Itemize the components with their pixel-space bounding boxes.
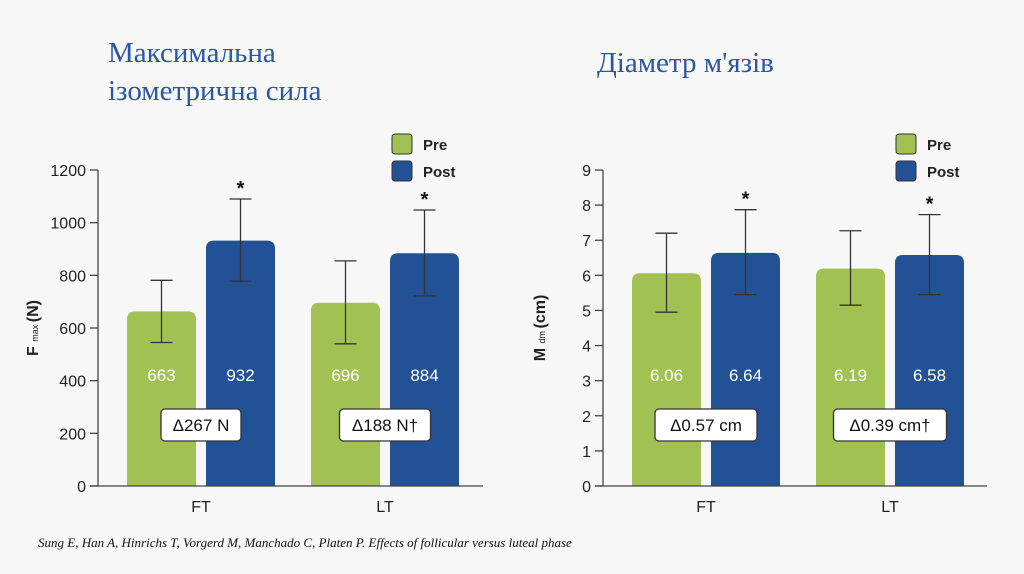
x-tick-label: FT xyxy=(696,499,716,516)
significance-marker: * xyxy=(421,189,429,211)
data-label: 6.58 xyxy=(913,366,946,385)
legend-label-post: Post xyxy=(927,164,960,181)
y-tick-label: 8 xyxy=(582,198,591,215)
bar-pre-ft xyxy=(127,311,196,486)
y-tick-label: 7 xyxy=(582,233,591,250)
legend-label-post: Post xyxy=(423,164,456,181)
y-label-unit: (cm) xyxy=(532,295,549,329)
x-tick-label: LT xyxy=(376,499,394,516)
data-label: 6.06 xyxy=(650,366,683,385)
title-line-1: Максимальна xyxy=(108,37,276,69)
y-tick-label: 0 xyxy=(582,479,591,496)
y-label-sub: dm xyxy=(537,328,547,343)
y-tick-label: 800 xyxy=(59,268,86,285)
delta-label: Δ0.39 cm† xyxy=(849,416,930,435)
y-label-main: M xyxy=(532,344,549,362)
legend-swatch-post xyxy=(391,160,413,182)
y-tick-label: 1200 xyxy=(50,163,86,180)
data-label: 884 xyxy=(410,366,438,385)
delta-box xyxy=(832,408,948,442)
x-tick-label: LT xyxy=(881,499,899,516)
y-tick-label: 1 xyxy=(582,444,591,461)
y-tick-label: 2 xyxy=(582,409,591,426)
delta-label: Δ0.57 cm xyxy=(670,416,742,435)
force-chart: 663 696 932 * 884 * Δ267 N FT Δ188 N† LT 0 200 400 60… xyxy=(25,133,483,516)
y-tick-label: 5 xyxy=(582,303,591,320)
y-tick-label: 1000 xyxy=(50,216,86,233)
title-line-2: ізометрична сила xyxy=(108,75,322,107)
chart-title-diameter: Діаметр м'язів xyxy=(597,47,774,79)
y-label-main: F xyxy=(25,342,42,356)
y-axis-label: F max (N) xyxy=(25,300,42,356)
y-tick-label: 200 xyxy=(59,426,86,443)
y-tick-label: 3 xyxy=(582,374,591,391)
delta-box xyxy=(338,408,432,442)
y-tick-label: 600 xyxy=(59,321,86,338)
y-tick-label: 4 xyxy=(582,339,591,356)
data-label: 663 xyxy=(147,366,175,385)
y-tick-label: 9 xyxy=(582,163,591,180)
legend-label-pre: Pre xyxy=(927,137,951,154)
delta-label: Δ188 N† xyxy=(352,416,418,435)
data-label: 6.64 xyxy=(729,366,762,385)
significance-marker: * xyxy=(237,178,245,200)
data-label: 696 xyxy=(331,366,359,385)
delta-box xyxy=(160,408,242,442)
y-tick-label: 6 xyxy=(582,268,591,285)
legend-swatch-pre xyxy=(895,133,917,155)
delta-box xyxy=(654,408,758,442)
legend-label-pre: Pre xyxy=(423,137,447,154)
x-tick-label: FT xyxy=(191,499,211,516)
y-axis-label: M dm (cm) xyxy=(532,295,549,362)
y-label-sub: max xyxy=(30,322,40,342)
data-label: 6.19 xyxy=(834,366,867,385)
y-tick-label: 400 xyxy=(59,374,86,391)
citation: Sung E, Han A, Hinrichs T, Vorgerd M, Ma… xyxy=(38,535,572,550)
significance-marker: * xyxy=(742,189,750,211)
significance-marker: * xyxy=(926,194,934,216)
y-label-unit: (N) xyxy=(25,300,42,322)
delta-label: Δ267 N xyxy=(173,416,230,435)
legend-swatch-post xyxy=(895,160,917,182)
legend-swatch-pre xyxy=(391,133,413,155)
y-tick-label: 0 xyxy=(77,479,86,496)
chart-title-force: Максимальна ізометрична сила xyxy=(108,34,322,110)
data-label: 932 xyxy=(226,366,254,385)
